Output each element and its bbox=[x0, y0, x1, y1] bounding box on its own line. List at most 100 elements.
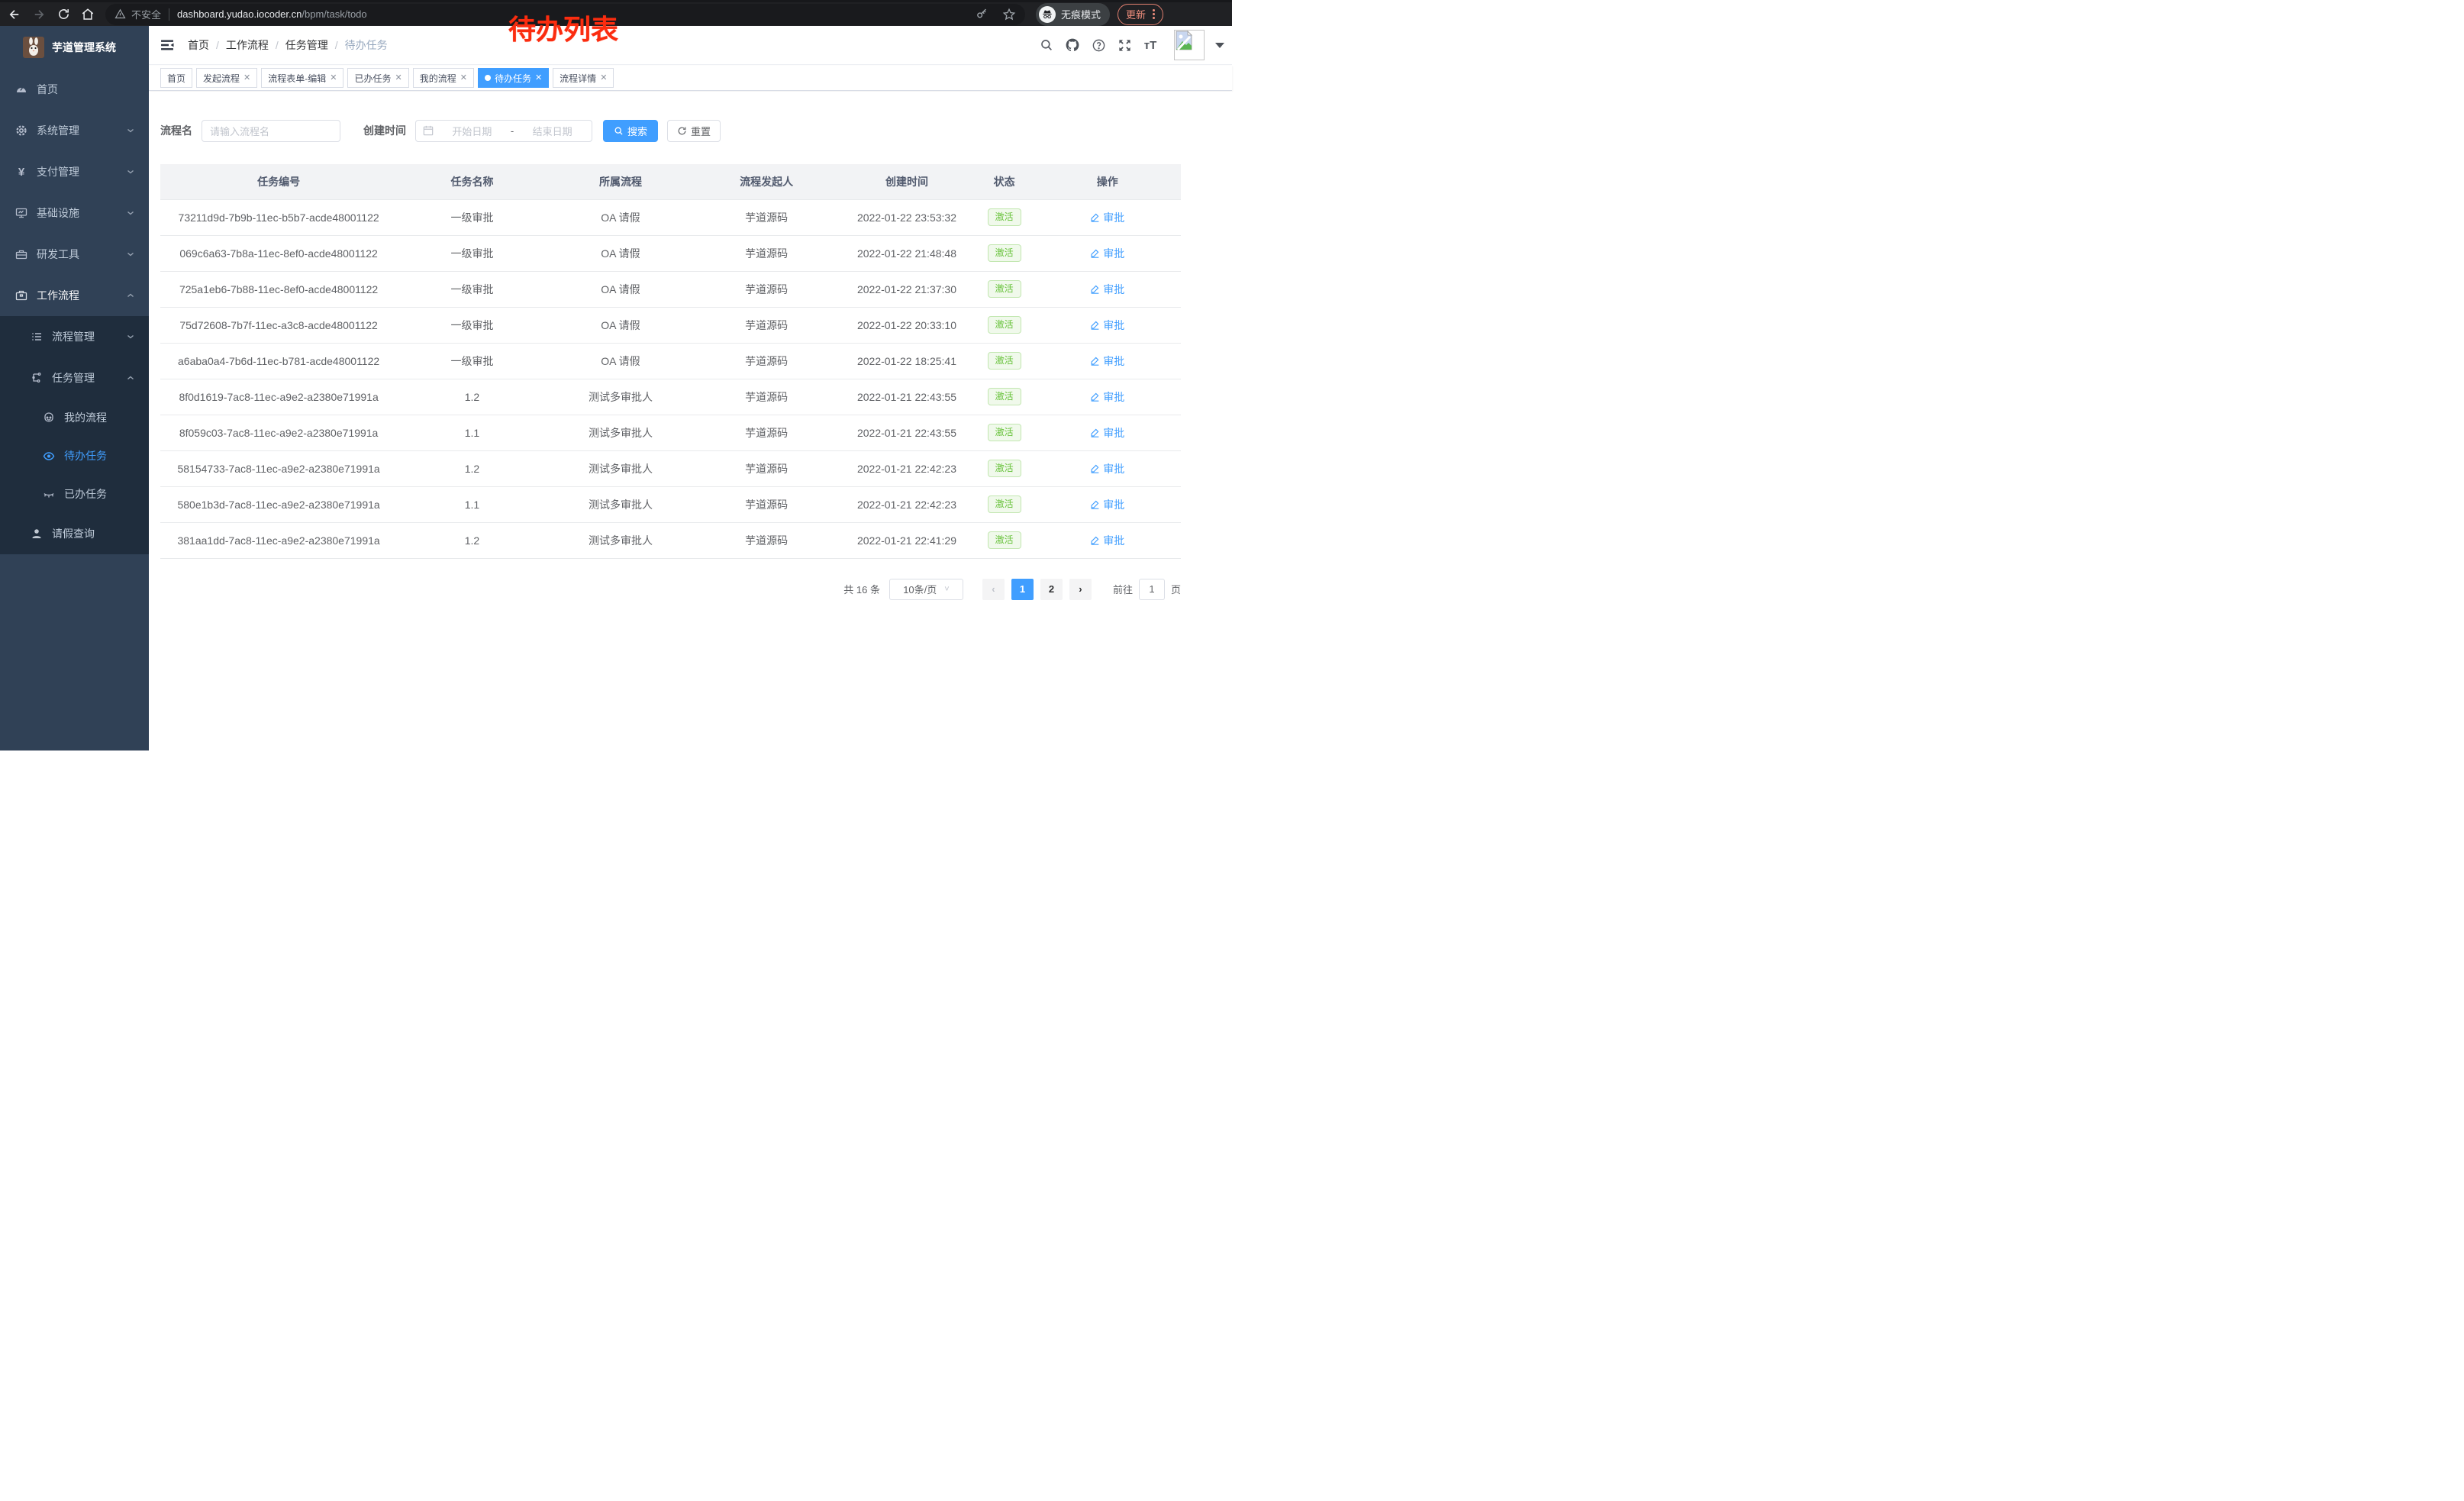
page-button-2[interactable]: 2 bbox=[1040, 578, 1063, 600]
pagination: 共 16 条 10条/页 ˅ ‹ 1 2 › 前往 1 页 bbox=[160, 578, 1181, 600]
approve-link[interactable]: 审批 bbox=[1090, 210, 1124, 225]
avatar-dropdown-caret[interactable] bbox=[1215, 42, 1224, 48]
home-button[interactable] bbox=[78, 5, 98, 24]
reset-button[interactable]: 重置 bbox=[667, 119, 721, 142]
url-bar[interactable]: 不安全 dashboard.yudao.iocoder.cn/bpm/task/… bbox=[105, 3, 1025, 25]
search-button-form[interactable]: 搜索 bbox=[603, 119, 658, 142]
breadcrumb-task-mgmt[interactable]: 任务管理 bbox=[285, 39, 328, 51]
table-row: 58154733-7ac8-11ec-a9e2-a2380e71991a 1.2 测… bbox=[160, 450, 1181, 487]
chevron-down-icon bbox=[126, 332, 135, 341]
end-date-placeholder[interactable]: 结束日期 bbox=[532, 125, 572, 137]
github-button[interactable] bbox=[1059, 26, 1085, 64]
avatar[interactable] bbox=[1174, 30, 1205, 60]
sidebar-item-task-mgmt[interactable]: 任务管理 bbox=[0, 357, 149, 399]
incognito-icon bbox=[1039, 5, 1056, 23]
approve-link[interactable]: 审批 bbox=[1090, 461, 1124, 476]
workflow-submenu: 流程管理 任务管理 我的流程 待办任务 bbox=[0, 316, 149, 554]
hamburger-icon bbox=[161, 40, 174, 50]
edit-icon bbox=[1091, 500, 1099, 509]
edit-icon bbox=[1091, 357, 1099, 366]
password-key-icon[interactable] bbox=[976, 8, 989, 21]
close-icon[interactable]: ✕ bbox=[600, 73, 608, 82]
chrome-menu-icon[interactable] bbox=[1153, 9, 1156, 19]
active-dot bbox=[484, 75, 491, 81]
approve-link[interactable]: 审批 bbox=[1090, 497, 1124, 512]
date-range-picker[interactable]: 开始日期 - 结束日期 bbox=[415, 119, 592, 142]
close-icon[interactable]: ✕ bbox=[243, 73, 251, 82]
forward-icon bbox=[34, 9, 44, 19]
process-name-input[interactable]: 请输入流程名 bbox=[202, 119, 340, 142]
page-size-select[interactable]: 10条/页 ˅ bbox=[889, 578, 963, 600]
col-actions: 操作 bbox=[1034, 164, 1181, 200]
sidebar-toggle-button[interactable] bbox=[159, 37, 176, 53]
sidebar-item-done-tasks[interactable]: 已办任务 bbox=[0, 475, 149, 513]
status-badge: 激活 bbox=[987, 352, 1021, 370]
status-badge: 激活 bbox=[987, 495, 1021, 513]
col-task-name: 任务名称 bbox=[397, 164, 547, 200]
sidebar-item-label: 请假查询 bbox=[52, 528, 95, 540]
bookmark-star-icon[interactable] bbox=[1002, 8, 1016, 21]
sidebar-item-home[interactable]: 首页 bbox=[0, 69, 149, 110]
start-date-placeholder[interactable]: 开始日期 bbox=[452, 125, 492, 137]
approve-link[interactable]: 审批 bbox=[1090, 533, 1124, 548]
approve-link[interactable]: 审批 bbox=[1090, 353, 1124, 369]
next-page-button[interactable]: › bbox=[1069, 578, 1092, 600]
home-icon bbox=[82, 8, 94, 20]
sidebar-item-process-mgmt[interactable]: 流程管理 bbox=[0, 316, 149, 357]
tab-home[interactable]: 首页 bbox=[160, 68, 193, 88]
sidebar-item-todo-tasks[interactable]: 待办任务 bbox=[0, 437, 149, 475]
sidebar-item-system[interactable]: 系统管理 bbox=[0, 110, 149, 151]
help-button[interactable] bbox=[1085, 26, 1111, 64]
approve-link[interactable]: 审批 bbox=[1090, 389, 1124, 405]
robot-icon bbox=[43, 412, 55, 424]
goto-page-input[interactable]: 1 bbox=[1138, 578, 1165, 600]
tab-process-detail[interactable]: 流程详情 ✕ bbox=[553, 68, 614, 88]
status-badge: 激活 bbox=[987, 424, 1021, 441]
sidebar-item-devtools[interactable]: 研发工具 bbox=[0, 234, 149, 275]
fullscreen-button[interactable] bbox=[1111, 26, 1137, 64]
approve-link[interactable]: 审批 bbox=[1090, 425, 1124, 441]
status-badge: 激活 bbox=[987, 244, 1021, 262]
tab-start-process[interactable]: 发起流程 ✕ bbox=[196, 68, 258, 88]
tab-done-tasks[interactable]: 已办任务 ✕ bbox=[347, 68, 409, 88]
tab-todo-tasks[interactable]: 待办任务 ✕ bbox=[477, 68, 550, 88]
sidebar-item-label: 待办任务 bbox=[64, 450, 107, 462]
close-icon[interactable]: ✕ bbox=[460, 73, 467, 82]
sidebar-item-leave-query[interactable]: 请假查询 bbox=[0, 513, 149, 554]
col-process: 所属流程 bbox=[547, 164, 695, 200]
prev-page-button[interactable]: ‹ bbox=[982, 578, 1005, 600]
chrome-update-button[interactable]: 更新 bbox=[1118, 3, 1164, 25]
tab-form-edit[interactable]: 流程表单-编辑 ✕ bbox=[261, 68, 344, 88]
sidebar-item-label: 首页 bbox=[37, 83, 58, 95]
close-icon[interactable]: ✕ bbox=[330, 73, 337, 82]
breadcrumb-workflow[interactable]: 工作流程 bbox=[225, 39, 269, 51]
page-button-1[interactable]: 1 bbox=[1011, 578, 1034, 600]
font-size-button[interactable]: ᴛT bbox=[1143, 38, 1157, 52]
back-button[interactable] bbox=[5, 5, 24, 24]
sidebar-logo-row[interactable]: 芋道管理系统 bbox=[0, 26, 149, 69]
reload-icon bbox=[58, 9, 69, 19]
close-icon[interactable]: ✕ bbox=[395, 73, 402, 82]
sidebar-item-infra[interactable]: 基础设施 bbox=[0, 192, 149, 234]
close-icon[interactable]: ✕ bbox=[534, 73, 543, 82]
edit-icon bbox=[1091, 285, 1099, 294]
sidebar-item-label: 已办任务 bbox=[64, 488, 107, 500]
approve-link[interactable]: 审批 bbox=[1090, 282, 1124, 297]
sidebar-item-label: 工作流程 bbox=[37, 289, 79, 302]
tree-icon bbox=[31, 372, 43, 384]
dashboard-icon bbox=[15, 83, 27, 95]
tab-my-process[interactable]: 我的流程 ✕ bbox=[412, 68, 474, 88]
reload-button[interactable] bbox=[53, 5, 73, 24]
sidebar-item-payment[interactable]: ¥ 支付管理 bbox=[0, 151, 149, 192]
forward-button[interactable] bbox=[29, 5, 49, 24]
github-icon bbox=[1066, 38, 1079, 51]
eye-closed-icon bbox=[43, 488, 55, 500]
approve-link[interactable]: 审批 bbox=[1090, 318, 1124, 333]
breadcrumb-home[interactable]: 首页 bbox=[188, 39, 209, 51]
sidebar-item-my-process[interactable]: 我的流程 bbox=[0, 399, 149, 437]
table-row: 73211d9d-7b9b-11ec-b5b7-acde48001122 一级审批… bbox=[160, 199, 1181, 236]
breadcrumb: 首页 / 工作流程 / 任务管理 / 待办任务 bbox=[188, 39, 388, 51]
sidebar-item-workflow[interactable]: 工作流程 bbox=[0, 275, 149, 316]
search-button[interactable] bbox=[1034, 26, 1059, 64]
approve-link[interactable]: 审批 bbox=[1090, 246, 1124, 261]
